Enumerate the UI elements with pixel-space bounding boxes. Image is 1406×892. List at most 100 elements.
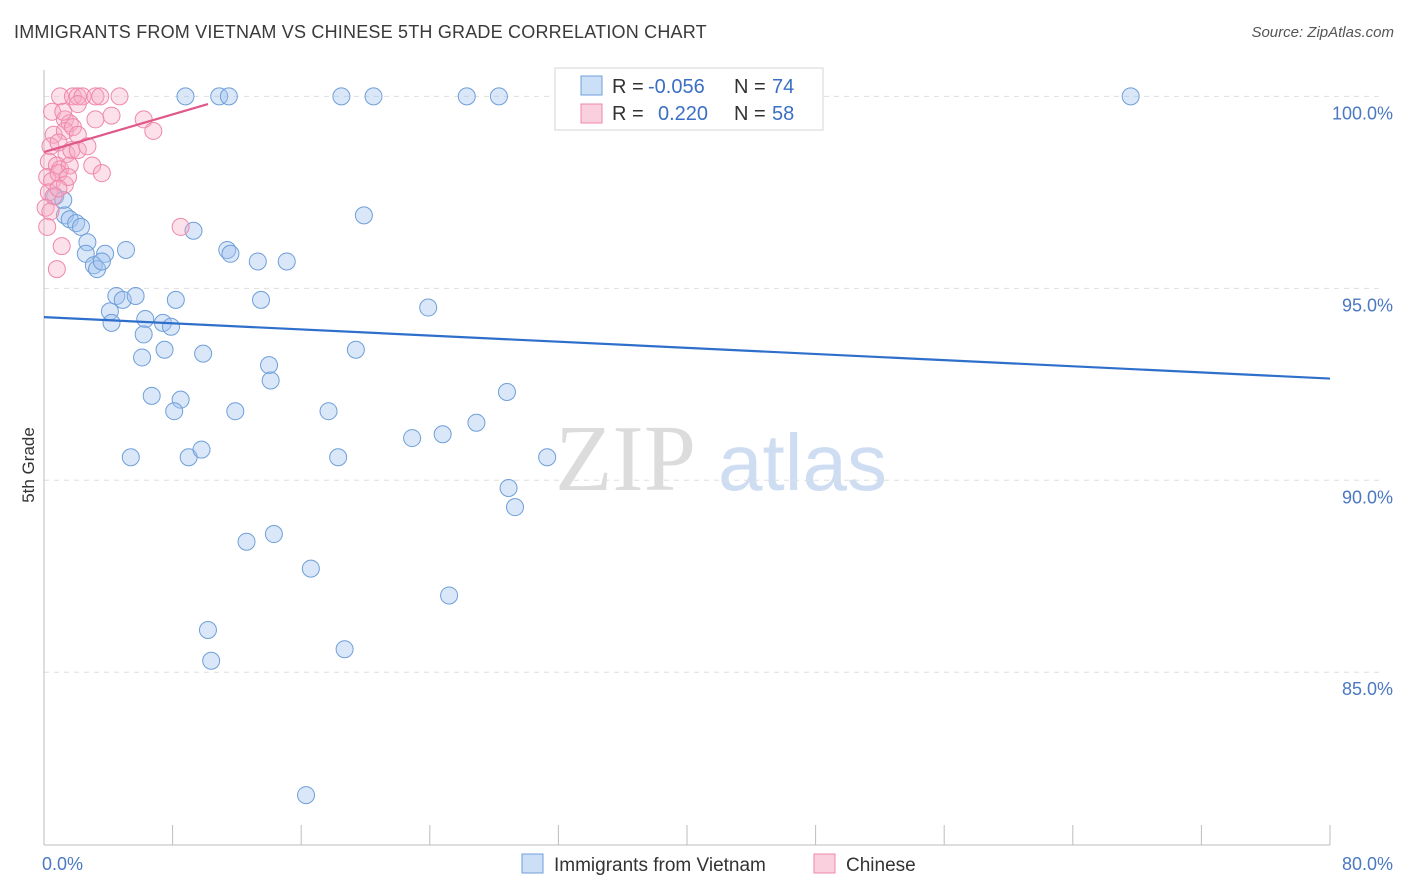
bottom-legend-label-vietnam: Immigrants from Vietnam [554, 855, 766, 876]
point-vietnam-9 [54, 191, 73, 210]
y-tick-label-90: 90.0% [1342, 487, 1393, 507]
point-vietnam-38 [419, 298, 438, 317]
point-vietnam-63 [301, 559, 320, 578]
legend-box: R = -0.056 N = 74 R = 0.220 N = 58 [554, 67, 824, 131]
point-vietnam-64 [440, 586, 459, 605]
y-axis-label: 5th Grade [19, 427, 38, 503]
bottom-legend-swatch-vietnam [521, 853, 544, 874]
point-vietnam-65 [198, 621, 217, 640]
point-vietnam-34 [102, 313, 121, 332]
point-chinese-12 [86, 110, 105, 129]
point-vietnam-59 [499, 478, 518, 497]
point-vietnam-4 [364, 87, 383, 106]
point-chinese-4 [86, 87, 105, 106]
point-chinese-34 [49, 164, 68, 183]
point-vietnam-13 [71, 217, 90, 236]
bottom-legend: Immigrants from Vietnam Chinese [521, 853, 916, 876]
chart-source: Source: ZipAtlas.com [1251, 24, 1394, 41]
y-tick-labels: 85.0% 90.0% 95.0% 100.0% [1332, 103, 1393, 699]
point-chinese-5 [91, 87, 110, 106]
legend-n-value-chinese: 58 [772, 103, 794, 125]
point-vietnam-41 [194, 344, 213, 363]
point-vietnam-5 [457, 87, 476, 106]
bottom-legend-label-chinese: Chinese [846, 855, 916, 876]
point-chinese-0 [51, 87, 70, 106]
x-tick-label-0: 0.0% [42, 854, 83, 874]
point-vietnam-45 [497, 382, 516, 401]
chart-title: IMMIGRANTS FROM VIETNAM VS CHINESE 5TH G… [14, 22, 707, 42]
point-vietnam-56 [192, 440, 211, 459]
point-vietnam-61 [237, 532, 256, 551]
point-vietnam-46 [142, 386, 161, 405]
point-chinese-41 [41, 202, 60, 221]
point-chinese-19 [144, 121, 163, 140]
point-chinese-25 [78, 137, 97, 156]
point-chinese-2 [68, 87, 87, 106]
point-vietnam-39 [133, 348, 152, 367]
point-vietnam-26 [92, 252, 111, 271]
y-tick-label-95: 95.0% [1342, 295, 1393, 315]
point-vietnam-62 [264, 525, 283, 544]
point-vietnam-40 [155, 340, 174, 359]
point-vietnam-30 [166, 290, 185, 309]
x-tick-label-80: 80.0% [1342, 854, 1393, 874]
gridlines [44, 95, 1380, 673]
trend-line-chinese [43, 103, 209, 154]
point-vietnam-51 [403, 429, 422, 448]
point-vietnam-67 [335, 640, 354, 659]
point-chinese-39 [49, 179, 68, 198]
watermark-zip: ZIP [555, 407, 696, 511]
point-vietnam-50 [319, 402, 338, 421]
point-vietnam-22 [248, 252, 267, 271]
legend-n-value-vietnam: 74 [772, 76, 794, 98]
point-chinese-42 [38, 217, 57, 236]
bottom-legend-swatch-chinese [813, 853, 836, 874]
point-vietnam-37 [134, 325, 153, 344]
point-vietnam-15 [354, 206, 373, 225]
point-vietnam-3 [332, 87, 351, 106]
legend-n-label-chinese: N = [734, 103, 766, 125]
point-vietnam-57 [329, 448, 348, 467]
point-vietnam-42 [260, 356, 279, 375]
point-vietnam-53 [467, 413, 486, 432]
legend-r-label-vietnam: R = [612, 76, 644, 98]
point-chinese-36 [59, 168, 78, 187]
point-vietnam-21 [221, 244, 240, 263]
point-vietnam-47 [171, 390, 190, 409]
point-chinese-43 [52, 237, 71, 256]
x-tick-labels: 0.0% 80.0% [42, 854, 1393, 874]
watermark-atlas: atlas [718, 418, 887, 507]
watermark: ZIP atlas [555, 407, 887, 511]
y-tick-label-100: 100.0% [1332, 103, 1393, 123]
point-vietnam-16 [78, 233, 97, 252]
point-vietnam-54 [121, 448, 140, 467]
point-vietnam-6 [489, 87, 508, 106]
point-vietnam-17 [116, 240, 135, 259]
point-vietnam-44 [346, 340, 365, 359]
point-chinese-45 [171, 217, 190, 236]
legend-r-value-chinese: 0.220 [658, 103, 708, 125]
legend-r-value-vietnam: -0.056 [648, 76, 705, 98]
point-vietnam-7 [1121, 87, 1140, 106]
legend-swatch-vietnam [580, 75, 603, 96]
point-vietnam-29 [126, 287, 145, 306]
y-tick-label-85: 85.0% [1342, 679, 1393, 699]
point-vietnam-43 [261, 371, 280, 390]
trend-line-vietnam [43, 316, 1331, 380]
point-vietnam-2 [219, 87, 238, 106]
point-chinese-11 [68, 95, 87, 114]
point-chinese-10 [54, 102, 73, 121]
series-chinese-points [36, 87, 190, 279]
point-vietnam-68 [297, 786, 316, 805]
point-vietnam-49 [226, 402, 245, 421]
point-chinese-30 [83, 156, 102, 175]
series-vietnam-points [46, 87, 1140, 805]
point-chinese-6 [110, 87, 129, 106]
point-vietnam-31 [252, 290, 271, 309]
point-chinese-31 [92, 164, 111, 183]
point-vietnam-48 [165, 402, 184, 421]
point-vietnam-23 [277, 252, 296, 271]
trend-lines [43, 103, 1331, 380]
legend-n-label-vietnam: N = [734, 76, 766, 98]
